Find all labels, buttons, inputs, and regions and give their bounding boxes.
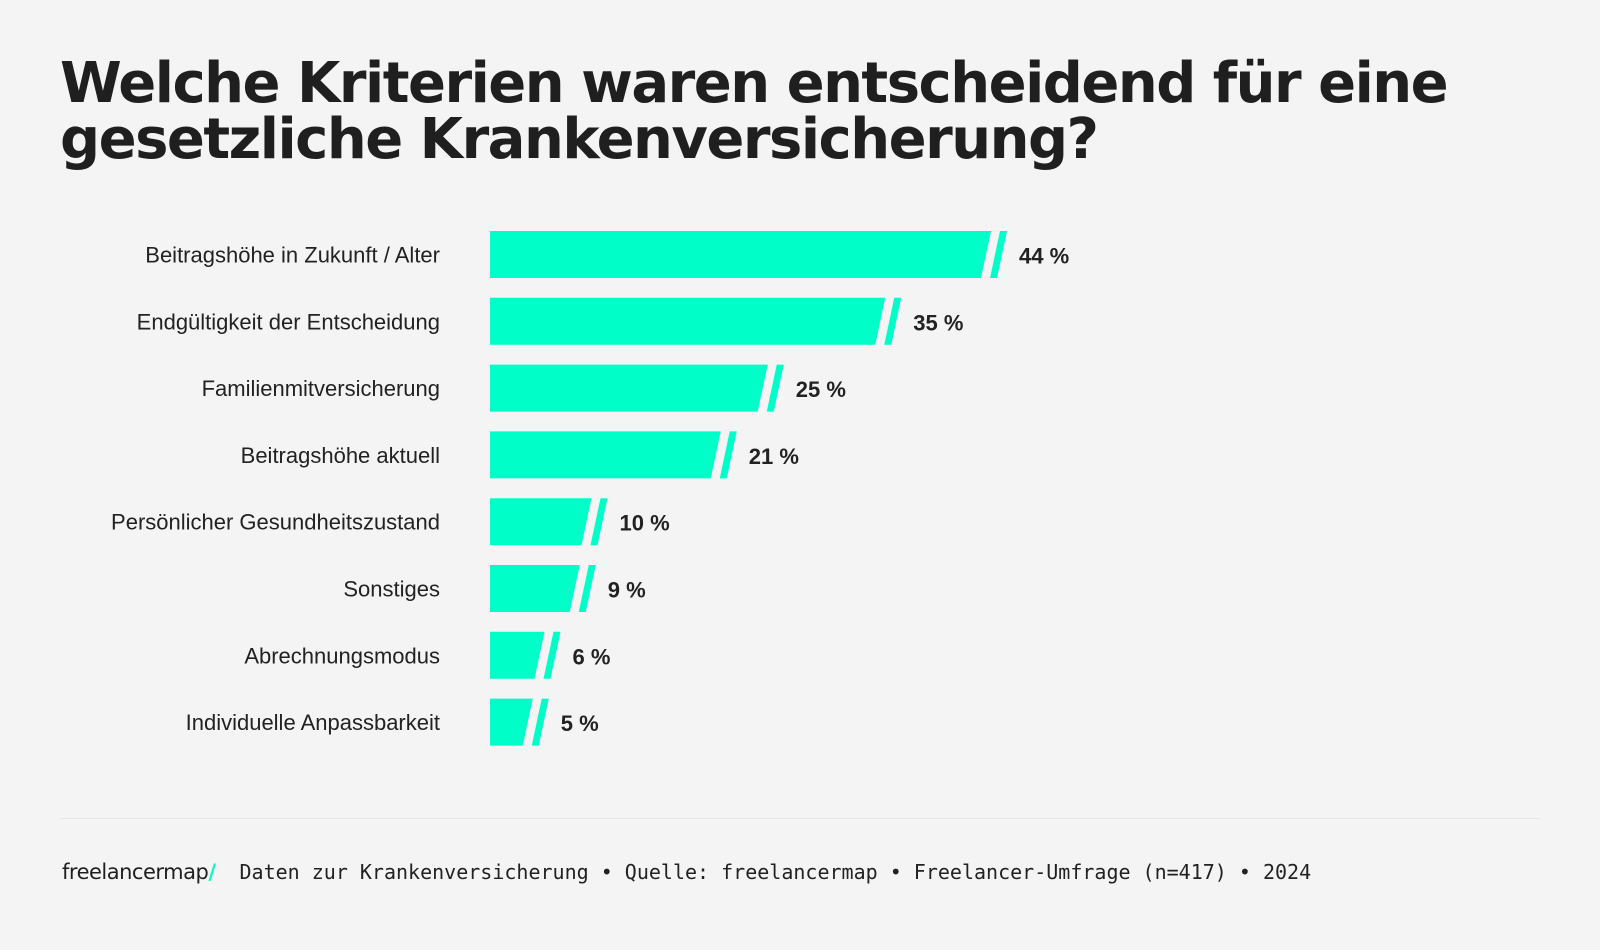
- value-label: 25 %: [796, 377, 846, 402]
- value-label: 9 %: [608, 578, 646, 603]
- bar-end-stripe: [766, 364, 784, 412]
- bar-end-stripe: [590, 498, 608, 546]
- category-label: Abrechnungsmodus: [244, 643, 440, 668]
- bar-end-stripe: [884, 297, 902, 345]
- bar-chart: Beitragshöhe in Zukunft / Alter 44 % Endgü…: [111, 231, 1069, 746]
- bar-row: Sonstiges 9 %: [343, 565, 646, 612]
- bar: [490, 498, 592, 546]
- category-label: Beitragshöhe aktuell: [241, 443, 440, 468]
- value-label: 10 %: [620, 511, 670, 536]
- category-label: Sonstiges: [343, 577, 440, 602]
- footer-divider: [60, 818, 1540, 819]
- bar: [490, 364, 768, 412]
- value-label: 35 %: [913, 310, 963, 335]
- bar: [490, 631, 545, 679]
- value-label: 21 %: [749, 444, 799, 469]
- source-note: Daten zur Krankenversicherung • Quelle: …: [239, 860, 1312, 884]
- value-label: 44 %: [1019, 244, 1069, 269]
- bar-row: Endgültigkeit der Entscheidung 35 %: [137, 297, 963, 345]
- bar-row: Beitragshöhe aktuell 21 %: [241, 431, 799, 479]
- bar-end-stripe: [990, 231, 1007, 278]
- value-label: 6 %: [573, 644, 611, 669]
- bar-row: Beitragshöhe in Zukunft / Alter 44 %: [145, 231, 1069, 278]
- bar: [490, 297, 886, 345]
- bar: [490, 431, 721, 479]
- bar: [490, 698, 533, 746]
- bar-row: Abrechnungsmodus 6 %: [244, 631, 611, 679]
- freelancermap-logo: freelancermap/: [62, 860, 216, 884]
- logo-text: freelancermap: [62, 860, 209, 884]
- bar: [490, 565, 580, 612]
- category-label: Endgültigkeit der Entscheidung: [137, 309, 440, 334]
- logo-slash-icon: /: [208, 860, 216, 884]
- footer: freelancermap/ Daten zur Krankenversiche…: [62, 860, 1311, 884]
- chart-title: Welche Kriterien waren entscheidend für …: [60, 51, 1449, 172]
- bar-row: Individuelle Anpassbarkeit 5 %: [186, 698, 599, 746]
- bar-row: Familienmitversicherung 25 %: [202, 364, 846, 412]
- bar: [490, 231, 991, 278]
- value-label: 5 %: [561, 711, 599, 736]
- bar-end-stripe: [543, 631, 561, 679]
- category-label: Beitragshöhe in Zukunft / Alter: [145, 243, 440, 268]
- category-label: Persönlicher Gesundheitszustand: [111, 510, 440, 535]
- category-label: Individuelle Anpassbarkeit: [186, 710, 440, 735]
- bar-end-stripe: [578, 565, 596, 612]
- bar-row: Persönlicher Gesundheitszustand 10 %: [111, 498, 670, 546]
- bar-end-stripe: [719, 431, 737, 479]
- bar-end-stripe: [531, 698, 549, 746]
- category-label: Familienmitversicherung: [202, 376, 440, 401]
